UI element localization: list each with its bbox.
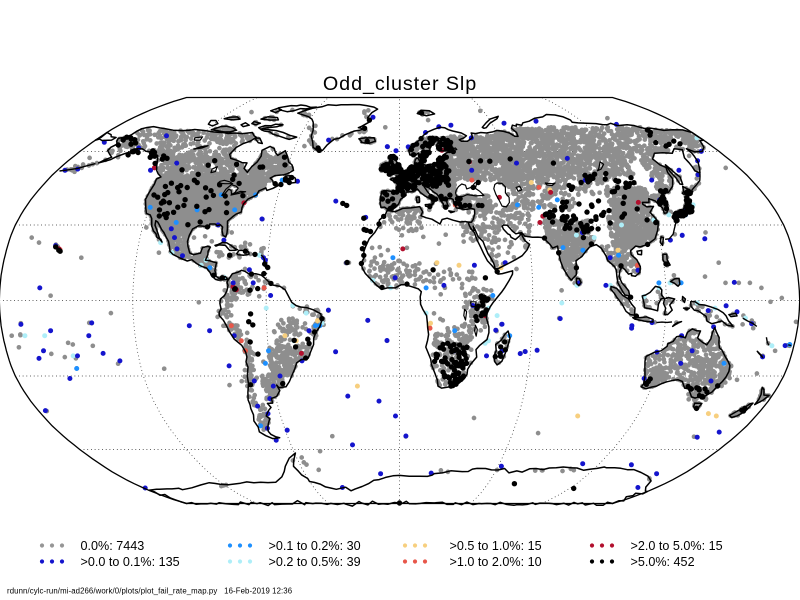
svg-text:>2.0 to 5.0%: 15: >2.0 to 5.0%: 15 <box>631 539 723 553</box>
svg-text:Odd_cluster Slp: Odd_cluster Slp <box>323 73 477 95</box>
svg-text:>0.2 to 0.5%: 39: >0.2 to 0.5%: 39 <box>269 555 361 569</box>
svg-text:rdunn/cylc-run/mi-ad266/work/0: rdunn/cylc-run/mi-ad266/work/0/plots/plo… <box>7 587 292 596</box>
svg-text:>0.5 to 1.0%: 15: >0.5 to 1.0%: 15 <box>450 539 542 553</box>
svg-text:>1.0 to 2.0%: 10: >1.0 to 2.0%: 10 <box>450 555 542 569</box>
svg-text:>5.0%: 452: >5.0%: 452 <box>631 555 695 569</box>
svg-text:>0.0 to 0.1%: 135: >0.0 to 0.1%: 135 <box>81 555 180 569</box>
svg-text:0.0%: 7443: 0.0%: 7443 <box>81 539 145 553</box>
svg-text:>0.1 to 0.2%: 30: >0.1 to 0.2%: 30 <box>269 539 361 553</box>
